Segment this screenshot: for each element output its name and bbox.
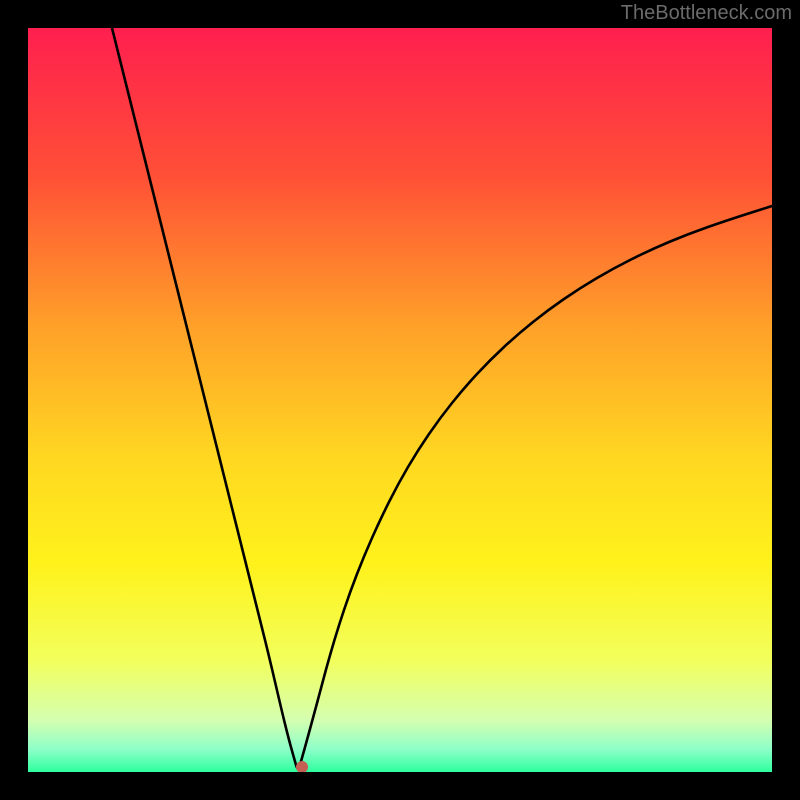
bottleneck-curve	[112, 28, 772, 769]
plot-area	[28, 28, 772, 772]
plot-svg	[28, 28, 772, 772]
optimum-marker	[296, 761, 308, 772]
watermark-text: TheBottleneck.com	[621, 2, 792, 25]
